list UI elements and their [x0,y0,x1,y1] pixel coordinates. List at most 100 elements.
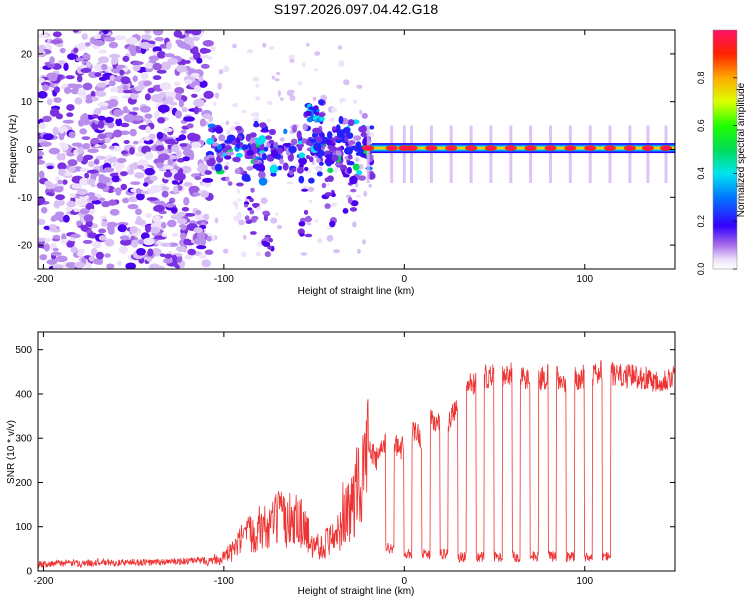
spectrogram-cell [361,153,367,159]
spectrogram-streak [410,125,413,183]
spectrogram-cell [42,84,49,91]
spectrogram-cell [202,40,214,47]
spectrogram-cell [131,239,139,248]
spectrogram-cell [112,188,123,192]
spectrogram-cell [236,182,244,187]
spectrogram-cell [302,123,308,131]
spectrogram-cell [69,237,76,242]
spectrogram-cell [188,68,196,73]
spectrogram-cell [67,53,77,60]
spectrogram-cell [132,107,140,111]
spectrogram-cell [179,232,187,240]
spectrogram-cell [97,133,107,140]
spectrogram-cell [184,30,195,34]
spectrogram-cell [120,171,128,177]
spectrogram-cell [147,87,155,94]
spectrogram-cell [314,68,319,72]
spectrogram-cell [53,186,64,193]
spectrogram-cell [148,133,156,140]
spectrogram-cell [104,253,111,258]
spectrogram-cell [447,146,456,150]
spectrogram-cell [327,167,334,174]
spectrogram-cell [177,34,186,39]
spectrogram-cell [224,139,233,144]
spectrogram-cell [255,137,264,146]
spectrogram-cell [157,117,166,124]
spectrogram-cell [137,159,149,167]
spectrogram-cell [144,93,151,101]
spectrogram-cell [360,132,368,138]
spectrogram-cell [298,152,306,159]
spectrogram-cell [125,262,137,269]
spectrogram-cell [91,114,99,119]
spectrogram-cell [98,76,108,82]
spectrogram-cell [232,156,241,163]
spectrogram-cell [75,57,85,62]
spectrogram-cell [317,238,323,244]
spectrogram-cell [88,196,99,201]
spectrogram-cell [183,238,191,245]
spectrogram-cell [38,218,46,225]
spectrogram-cell [161,233,168,238]
spectrogram-cell [66,200,76,208]
spectrogram-cell [176,211,186,217]
spectrogram-cell [141,34,152,40]
spectrogram-cell [270,162,278,166]
spectrogram-cell [121,150,128,155]
spectrogram-cell [254,111,260,118]
spectrogram-cell [139,105,151,113]
spectrogram-cell [276,71,280,76]
spectrogram-cell [52,264,64,269]
spectrogram-cell [201,259,211,268]
spectrogram-cell [318,99,325,106]
spectrogram-cell [326,235,334,242]
spectrogram-cell [286,89,294,97]
spectrogram-cell [163,171,173,178]
spectrogram-cell [250,143,257,151]
spectrogram-cell [113,162,125,170]
spectrogram-cell [241,109,247,114]
spectrogram-xlabel: Height of straight line (km) [298,286,415,297]
colorbar-ticks: 0.0 0.2 0.4 0.6 0.8 [696,72,737,275]
spectrogram-cell [296,130,302,140]
spectrogram-cell [156,69,167,74]
spectrogram-cell [368,183,373,188]
spectrogram-cell [70,246,78,253]
spectrogram-cell [65,75,75,80]
spectrogram-cell [244,155,254,160]
spectrogram-cell [276,224,282,230]
spectrogram-cell [249,209,255,215]
spectrogram-cell [171,144,180,153]
spectrogram-cell [309,156,314,163]
spectrogram-cell [268,128,276,136]
spectrogram-cell [45,182,55,190]
spectrogram-cell [55,211,65,217]
spectrogram-cell [52,31,62,38]
spectrogram-cell [343,79,350,86]
spectrogram-cell [181,106,188,113]
spectrogram-cell [625,146,634,150]
spectrogram-cell [325,139,333,145]
spectrogram-cell [347,161,355,166]
spectrogram-cell [244,204,249,208]
spectrogram-cell [76,154,84,162]
spectrogram-cell [361,239,366,245]
spectrogram-cell [194,237,205,245]
spectrogram-cell [306,215,311,220]
spectrogram-streak [549,125,552,183]
spectrogram-cell [255,83,260,88]
spectrogram-cell [250,187,255,193]
colorbar: 0.0 0.2 0.4 0.6 0.8 Normalized spectral ampl… [696,29,747,275]
spectrogram-cell [164,53,175,58]
spectrogram-cell [258,177,268,186]
spectrogram-cell [101,200,111,208]
spectrogram-cell [350,188,357,193]
spectrogram-cell [142,237,155,246]
spectrogram-cell [206,137,215,145]
spectrogram-cell [352,163,360,171]
spectrogram-cell [318,161,324,166]
spectrogram-cell [258,163,266,173]
snr-xtick-label: -200 [33,576,53,587]
spectrogram-cell [186,123,194,129]
spectrogram-cell [81,113,89,122]
